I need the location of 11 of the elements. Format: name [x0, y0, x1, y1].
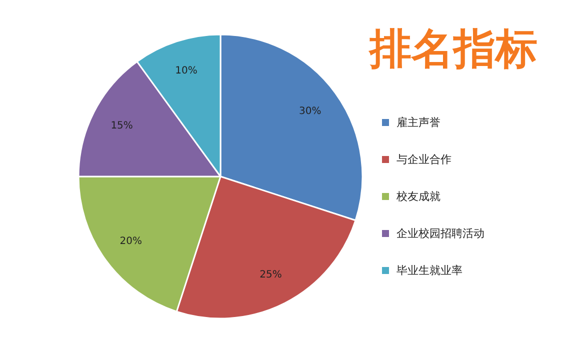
- data-label: 30%: [298, 106, 322, 117]
- data-label: 15%: [110, 120, 133, 132]
- chart-title: 排名指标: [368, 24, 538, 73]
- legend-label: 与企业合作: [396, 153, 452, 166]
- data-label: 10%: [175, 66, 198, 77]
- legend-label: 雇主声誉: [396, 116, 440, 129]
- legend-label: 校友成就: [396, 190, 440, 203]
- legend-label: 企业校园招聘活动: [396, 227, 484, 240]
- legend-label: 毕业生就业率: [396, 264, 462, 277]
- data-label: 25%: [260, 270, 282, 281]
- data-label: 20%: [120, 236, 142, 248]
